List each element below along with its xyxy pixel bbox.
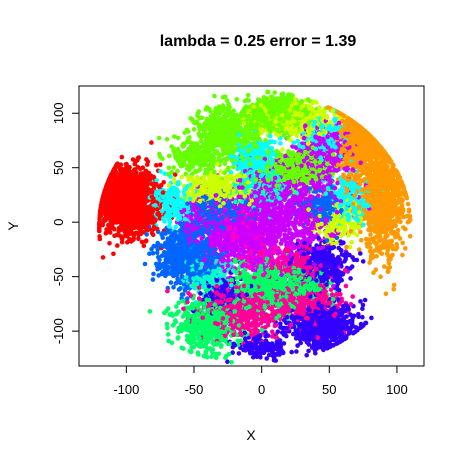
- data-point: [166, 153, 172, 159]
- data-point: [175, 135, 181, 141]
- data-point: [360, 314, 365, 320]
- data-point: [383, 291, 389, 297]
- data-point: [168, 280, 174, 285]
- data-point: [286, 329, 292, 334]
- data-point: [264, 356, 270, 361]
- data-point: [225, 359, 230, 365]
- data-point: [356, 247, 362, 252]
- data-point: [175, 336, 181, 341]
- data-point: [348, 312, 353, 318]
- data-point: [164, 136, 170, 142]
- data-points: [97, 89, 413, 365]
- data-point: [197, 127, 203, 133]
- data-point: [278, 321, 283, 326]
- data-point: [344, 244, 349, 250]
- data-point: [405, 201, 411, 207]
- data-point: [171, 285, 176, 290]
- data-point: [100, 255, 106, 260]
- data-point: [141, 243, 147, 249]
- data-point: [185, 299, 190, 305]
- data-point: [298, 340, 304, 346]
- data-point: [198, 138, 204, 144]
- data-point: [236, 351, 242, 356]
- data-point: [235, 342, 241, 348]
- data-point: [229, 360, 234, 365]
- chart-title: lambda = 0.25 error = 1.39: [160, 33, 357, 50]
- data-point: [335, 180, 340, 186]
- data-point: [246, 335, 252, 340]
- data-point: [157, 257, 162, 263]
- data-point: [212, 93, 217, 99]
- data-point: [169, 169, 174, 175]
- data-point: [314, 100, 319, 105]
- data-point: [107, 241, 112, 246]
- data-point: [278, 141, 283, 146]
- data-point: [328, 287, 334, 293]
- data-point: [313, 350, 318, 356]
- data-point: [173, 224, 178, 230]
- data-point: [142, 261, 148, 267]
- data-point: [347, 244, 353, 250]
- data-point: [166, 165, 172, 171]
- data-point: [245, 92, 251, 98]
- data-point: [359, 237, 364, 243]
- data-point: [343, 283, 349, 289]
- data-point: [354, 232, 360, 238]
- data-point: [179, 322, 184, 327]
- data-point: [306, 348, 311, 354]
- data-point: [237, 275, 242, 280]
- data-point: [281, 341, 287, 346]
- data-point: [165, 325, 170, 331]
- data-point: [119, 154, 125, 160]
